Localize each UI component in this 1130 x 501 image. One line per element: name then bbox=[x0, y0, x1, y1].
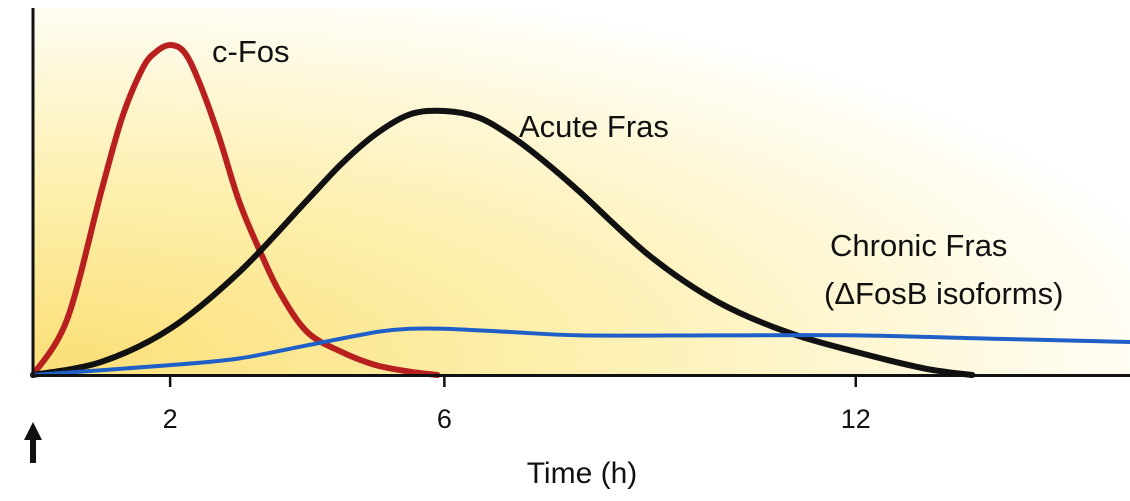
x-tick-layer: 2 6 12 bbox=[163, 375, 871, 434]
series-label-c-fos: c-Fos bbox=[212, 34, 290, 69]
x-tick-label-12: 12 bbox=[841, 404, 871, 434]
up-arrow-icon bbox=[24, 422, 42, 463]
series-line-chronic-fras-deltafosb-isoforms bbox=[31, 326, 1130, 377]
series-layer bbox=[30, 42, 1130, 378]
x-tick-label-2: 2 bbox=[163, 404, 178, 434]
series-label-acute-fras: Acute Fras bbox=[519, 109, 669, 144]
x-axis-title: Time (h) bbox=[527, 457, 638, 490]
x-tick-label-6: 6 bbox=[437, 404, 452, 434]
series-label-chronic-fras-isoforms: (ΔFosB isoforms) bbox=[824, 276, 1063, 311]
series-label-chronic-fras: Chronic Fras bbox=[830, 228, 1007, 263]
series-line-c-fos bbox=[30, 42, 441, 378]
series-line-acute-fras bbox=[30, 107, 976, 378]
